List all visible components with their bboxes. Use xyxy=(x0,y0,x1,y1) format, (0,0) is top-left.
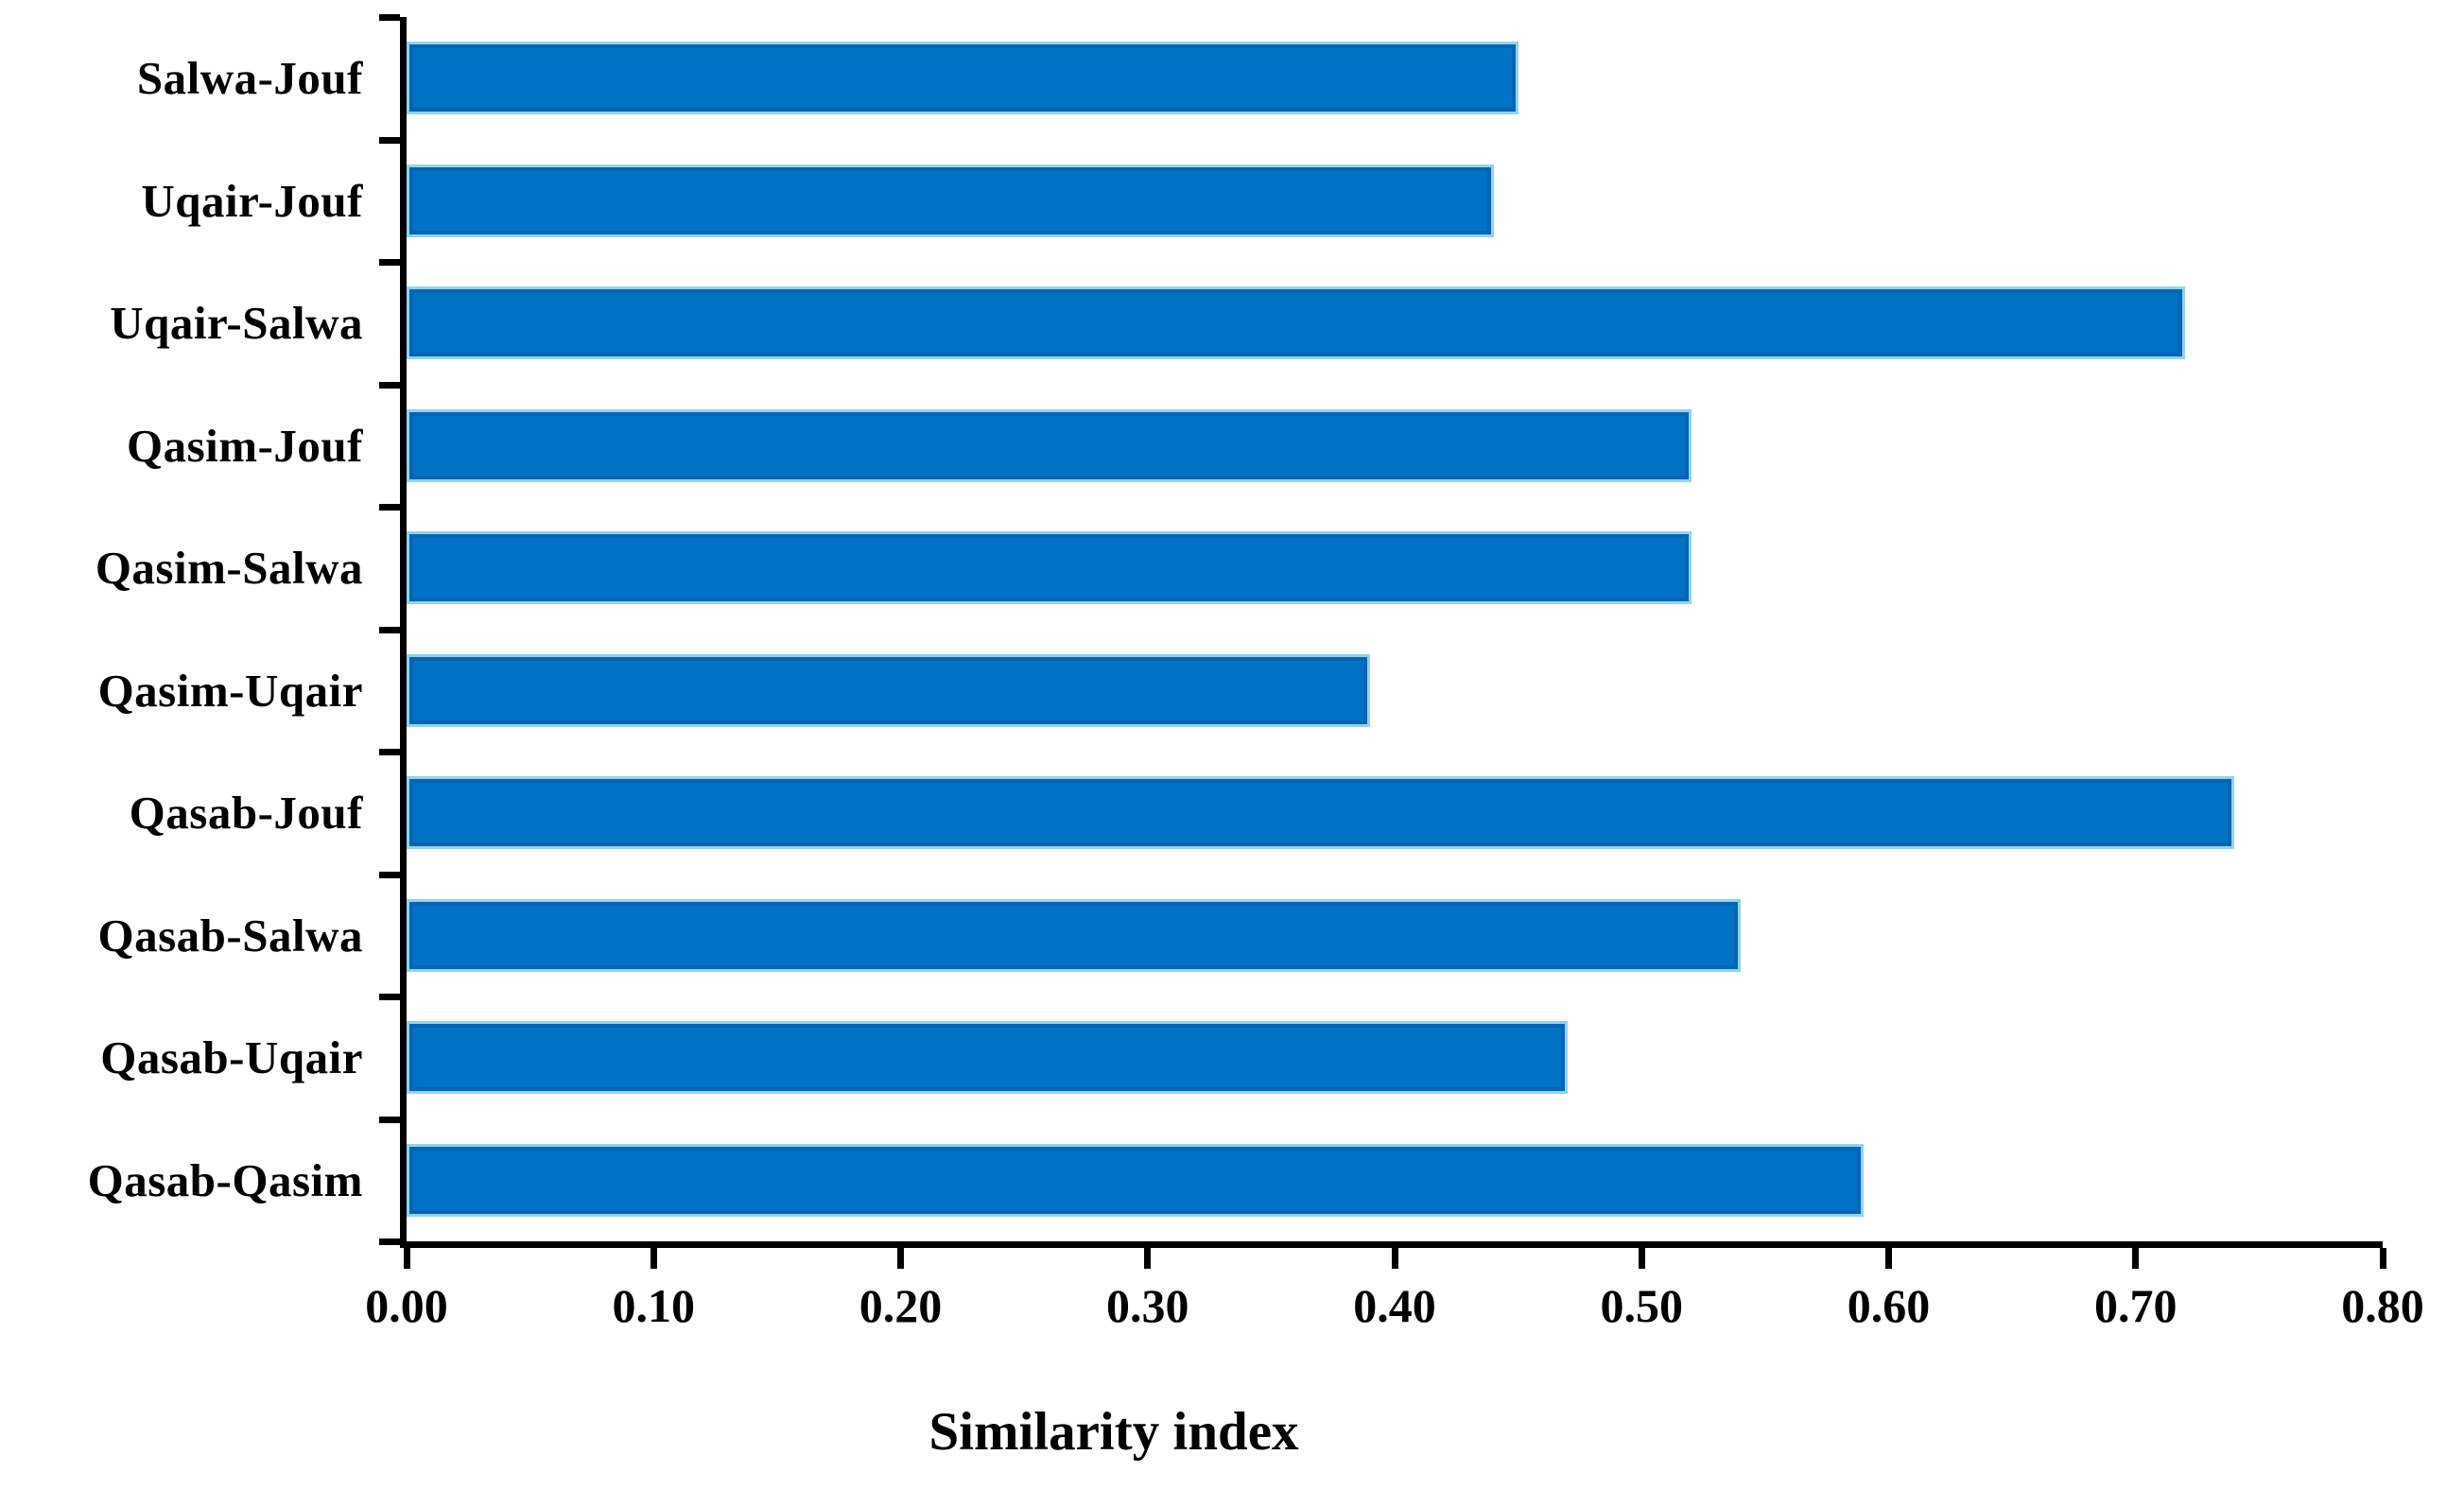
bar xyxy=(407,286,2185,359)
bar xyxy=(407,898,1741,972)
category-label: Qasim-Salwa xyxy=(95,542,363,595)
y-axis-tick xyxy=(379,504,400,511)
x-tick-labels: 0.00 0.10 0.20 0.30 0.40 0.50 0.60 0.70 0.80 xyxy=(365,1278,2424,1344)
bar xyxy=(407,42,1518,114)
category-row xyxy=(407,385,2383,508)
x-axis-tick xyxy=(403,1248,410,1269)
y-axis-tick xyxy=(379,1116,400,1123)
category-row xyxy=(407,507,2383,630)
bar xyxy=(407,1143,1865,1217)
y-axis-tick xyxy=(379,381,400,389)
plot-area xyxy=(379,14,2386,1269)
category-label: Uqair-Salwa xyxy=(110,297,363,350)
x-axis-tick xyxy=(1638,1248,1645,1269)
x-tick-label: 0.70 xyxy=(2094,1279,2178,1332)
bar xyxy=(407,776,2235,849)
category-label: Qasab-Qasim xyxy=(87,1153,363,1206)
x-axis-tick xyxy=(1885,1248,1892,1269)
x-tick-label: 0.10 xyxy=(612,1279,696,1332)
category-label: Qasim-Uqair xyxy=(97,664,363,717)
x-axis-tick xyxy=(1144,1248,1152,1269)
y-axis-tick xyxy=(379,1239,400,1245)
bars-layer xyxy=(407,17,2383,1241)
x-axis-title: Similarity index xyxy=(928,1402,1299,1462)
category-label: Qasab-Jouf xyxy=(129,787,363,840)
category-row xyxy=(407,140,2383,263)
category-labels: Salwa-Jouf Uqair-Jouf Uqair-Salwa Qasim-Jou… xyxy=(0,17,363,1241)
category-label: Qasab-Salwa xyxy=(97,909,363,961)
x-tick-label: 0.00 xyxy=(365,1279,448,1332)
category-row xyxy=(407,262,2383,385)
category-row xyxy=(407,1119,2383,1242)
y-axis-tick xyxy=(379,14,400,21)
x-tick-label: 0.80 xyxy=(2341,1279,2424,1332)
x-axis-tick xyxy=(650,1248,657,1269)
bar xyxy=(407,1021,1568,1094)
category-row xyxy=(407,752,2383,875)
x-tick-label: 0.50 xyxy=(1600,1279,1684,1332)
bar xyxy=(407,653,1370,727)
category-row xyxy=(407,630,2383,753)
x-axis-tick xyxy=(2379,1248,2386,1269)
x-axis-tick xyxy=(1391,1248,1398,1269)
x-axis-tick xyxy=(897,1248,904,1269)
y-axis-tick xyxy=(379,994,400,1000)
y-axis-tick xyxy=(379,136,400,144)
category-label: Salwa-Jouf xyxy=(136,52,363,105)
category-row xyxy=(407,17,2383,140)
bar xyxy=(407,408,1692,482)
x-axis-tick xyxy=(2132,1248,2140,1269)
category-row xyxy=(407,996,2383,1119)
y-axis-tick xyxy=(379,749,400,755)
category-label: Uqair-Jouf xyxy=(141,174,363,227)
category-row xyxy=(407,875,2383,997)
category-label: Qasim-Jouf xyxy=(127,419,363,472)
bar xyxy=(407,164,1494,237)
x-tick-label: 0.40 xyxy=(1353,1279,1436,1332)
x-tick-label: 0.60 xyxy=(1847,1279,1931,1332)
bar xyxy=(407,531,1692,604)
y-axis-tick xyxy=(379,626,400,633)
x-tick-label: 0.30 xyxy=(1106,1279,1189,1332)
x-tick-label: 0.20 xyxy=(859,1279,943,1332)
y-axis-tick xyxy=(379,259,400,266)
y-axis-tick xyxy=(379,871,400,878)
category-label: Qasab-Uqair xyxy=(100,1031,363,1084)
